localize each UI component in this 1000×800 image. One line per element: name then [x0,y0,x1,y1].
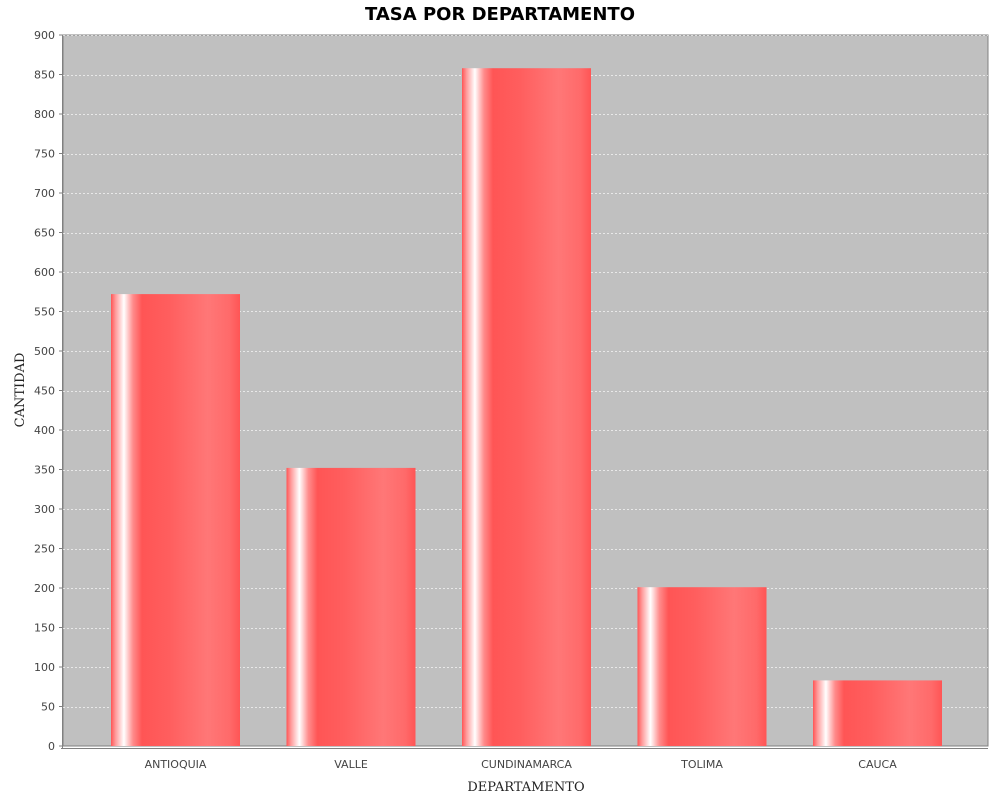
x-tick-label: CAUCA [858,758,897,771]
bar-antioquia [111,294,240,746]
bar-tolima [637,587,767,746]
x-tick-label: VALLE [334,758,368,771]
y-tick-label: 50 [41,701,55,714]
y-tick-label: 0 [48,740,55,753]
bar-valle [286,467,416,746]
y-tick-label: 600 [34,266,55,279]
y-tick-label: 750 [34,148,55,161]
y-tick-label: 400 [34,424,55,437]
y-axis-label: CANTIDAD [13,353,28,428]
y-axis-ticks: 0 50 100 150 200 250 300 350 400 450 500 550 600 650 7… [34,29,63,753]
x-tick-label: CUNDINAMARCA [481,758,572,771]
y-tick-label: 150 [34,622,55,635]
y-tick-label: 100 [34,661,55,674]
y-tick-label: 450 [34,385,55,398]
x-axis-label: DEPARTAMENTO [467,780,584,795]
y-tick-label: 250 [34,543,55,556]
bar-cauca [813,680,942,746]
y-tick-label: 550 [34,306,55,319]
x-tick-label: TOLIMA [680,758,723,771]
x-axis-ticks: ANTIOQUIA VALLE CUNDINAMARCA TOLIMA CAUCA [145,758,898,771]
bars [111,68,942,746]
y-tick-label: 800 [34,108,55,121]
y-tick-label: 700 [34,187,55,200]
x-tick-label: ANTIOQUIA [145,758,207,771]
y-tick-label: 900 [34,29,55,42]
chart-title: TASA POR DEPARTAMENTO [364,4,636,25]
y-tick-label: 500 [34,345,55,358]
y-tick-label: 200 [34,582,55,595]
bar-cundinamarca [462,68,591,746]
y-tick-label: 650 [34,227,55,240]
y-tick-label: 850 [34,69,55,82]
y-tick-label: 350 [34,464,55,477]
y-tick-label: 300 [34,503,55,516]
